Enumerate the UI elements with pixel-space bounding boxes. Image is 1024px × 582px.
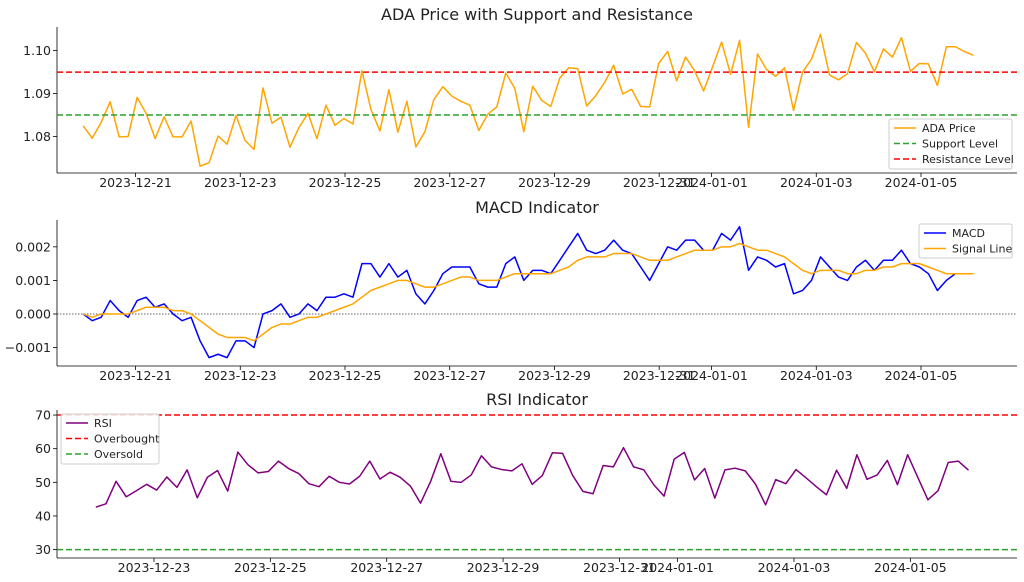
x-tick-label: 2023-12-25 [309, 175, 382, 190]
x-tick-label: 2023-12-27 [413, 175, 486, 190]
x-tick-label: 2023-12-23 [118, 560, 191, 575]
x-tick-label: 2023-12-25 [309, 368, 382, 383]
y-tick-label: −0.001 [5, 340, 51, 355]
x-tick-label: 2023-12-23 [204, 368, 277, 383]
x-tick-label: 2023-12-31 [623, 368, 696, 383]
x-tick-label: 2023-12-29 [518, 175, 591, 190]
x-tick-label: 2024-01-05 [874, 560, 947, 575]
x-tick-label: 2023-12-29 [518, 368, 591, 383]
legend: ADA Price Support Level Resistance Level [888, 118, 1014, 170]
y-tick-label: 60 [35, 441, 51, 456]
macd-series [82, 225, 974, 359]
x-tick-label: 2023-12-29 [467, 560, 540, 575]
x-tick-label: 2023-12-31 [623, 175, 696, 190]
y-tick-label: 0.000 [15, 306, 51, 321]
x-tick-label: 2024-01-05 [885, 368, 958, 383]
legend-label: Overbought [94, 433, 160, 446]
x-tick-label: 2024-01-05 [885, 175, 958, 190]
legend-label: RSI [94, 417, 112, 430]
legend-label: Support Level [922, 138, 998, 151]
x-tick-label: 2023-12-21 [99, 368, 172, 383]
ada-price-series [82, 33, 974, 167]
chart-title: RSI Indicator [486, 390, 588, 409]
y-tick-label: 0.001 [15, 273, 51, 288]
x-tick-label: 2023-12-31 [583, 560, 656, 575]
y-tick-label: 50 [35, 475, 51, 490]
legend: RSI Overbought Oversold [60, 413, 160, 465]
chart-title: ADA Price with Support and Resistance [381, 5, 693, 24]
x-tick-label: 2024-01-01 [641, 560, 714, 575]
legend-label: Signal Line [952, 243, 1012, 256]
signal-line-series [82, 242, 974, 342]
macd-panel: MACD Indicator −0.001 0.000 0.001 0.002 2023-… [5, 198, 1017, 383]
legend-label: Oversold [94, 448, 143, 461]
chart-title: MACD Indicator [475, 198, 599, 217]
x-tick-label: 2024-01-03 [780, 368, 853, 383]
y-tick-label: 30 [35, 542, 51, 557]
rsi-series [95, 446, 970, 508]
y-tick-label: 70 [35, 408, 51, 423]
y-tick-label: 0.002 [15, 239, 51, 254]
x-tick-label: 2023-12-23 [204, 175, 277, 190]
x-tick-label: 2024-01-01 [675, 368, 748, 383]
x-tick-label: 2023-12-21 [99, 175, 172, 190]
y-tick-label: 1.10 [23, 43, 51, 58]
legend-box [888, 118, 1013, 170]
x-tick-label: 2023-12-27 [350, 560, 423, 575]
legend-label: Resistance Level [922, 153, 1014, 166]
x-tick-label: 2024-01-03 [758, 560, 831, 575]
legend: MACD Signal Line [918, 223, 1013, 259]
price-panel: ADA Price with Support and Resistance 1.0… [23, 5, 1017, 190]
x-tick-label: 2024-01-03 [780, 175, 853, 190]
y-tick-label: 40 [35, 508, 51, 523]
legend-label: ADA Price [922, 122, 976, 135]
rsi-panel: RSI Indicator 30 40 50 60 70 2023-12-23 2023-12… [35, 390, 1017, 575]
x-tick-label: 2024-01-01 [675, 175, 748, 190]
x-tick-label: 2023-12-25 [234, 560, 307, 575]
x-tick-label: 2023-12-27 [413, 368, 486, 383]
legend-box [60, 413, 160, 465]
y-tick-label: 1.09 [23, 86, 51, 101]
y-tick-label: 1.08 [23, 129, 51, 144]
legend-label: MACD [952, 227, 985, 240]
